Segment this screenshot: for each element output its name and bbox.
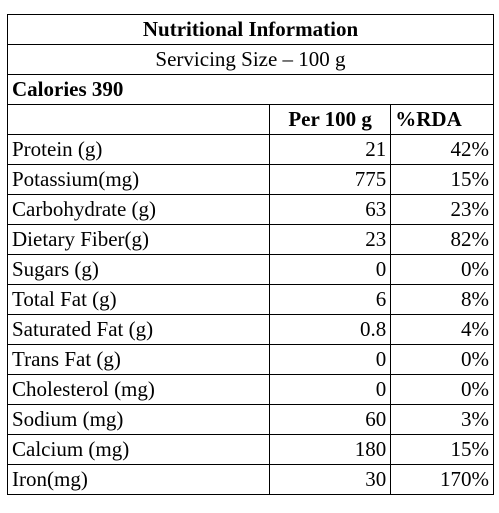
nutrient-rda: 0% [390,344,494,375]
table-row: Saturated Fat (g) 0.8 4% [7,314,494,345]
nutrient-per-100g: 63 [268,194,392,225]
nutrient-per-100g: 775 [268,164,392,195]
nutrient-name: Sodium (mg) [7,404,270,435]
table-row: Carbohydrate (g) 63 23% [7,194,494,225]
nutrient-rda: 82% [390,224,494,255]
calories-row: Calories 390 [7,74,494,105]
nutrient-name: Protein (g) [7,134,270,165]
nutrient-rda: 15% [390,434,494,465]
nutrient-name: Saturated Fat (g) [7,314,270,345]
nutrient-per-100g: 60 [268,404,392,435]
nutrient-rda: 42% [390,134,494,165]
header-rda: %RDA [390,104,494,135]
nutrient-name: Dietary Fiber(g) [7,224,270,255]
nutrient-name: Iron(mg) [7,464,270,495]
nutrient-per-100g: 180 [268,434,392,465]
header-per-100g: Per 100 g [268,104,392,135]
calories-label: Calories 390 [7,74,494,105]
nutrient-per-100g: 23 [268,224,392,255]
table-row: Sodium (mg) 60 3% [7,404,494,435]
nutrient-per-100g: 0 [268,344,392,375]
nutrient-name: Trans Fat (g) [7,344,270,375]
table-row: Sugars (g) 0 0% [7,254,494,285]
table-title: Nutritional Information [7,14,494,45]
nutrient-rda: 0% [390,374,494,405]
column-header-row: Per 100 g %RDA [7,104,494,135]
nutrient-name: Calcium (mg) [7,434,270,465]
serving-size: Servicing Size – 100 g [7,44,494,75]
table-row: Protein (g) 21 42% [7,134,494,165]
table-row: Cholesterol (mg) 0 0% [7,374,494,405]
nutrient-per-100g: 0 [268,254,392,285]
title-row: Nutritional Information [7,14,494,45]
nutrition-table: Nutritional Information Servicing Size –… [7,14,494,495]
nutrient-rda: 4% [390,314,494,345]
nutrient-rda: 8% [390,284,494,315]
nutrient-per-100g: 30 [268,464,392,495]
table-row: Calcium (mg) 180 15% [7,434,494,465]
nutrient-rda: 3% [390,404,494,435]
nutrient-rda: 23% [390,194,494,225]
nutrient-per-100g: 0 [268,374,392,405]
table-row: Iron(mg) 30 170% [7,464,494,495]
nutrient-name: Cholesterol (mg) [7,374,270,405]
nutrient-per-100g: 0.8 [268,314,392,345]
nutrient-name: Potassium(mg) [7,164,270,195]
nutrient-rda: 15% [390,164,494,195]
nutrient-per-100g: 21 [268,134,392,165]
nutrient-rda: 170% [390,464,494,495]
table-row: Dietary Fiber(g) 23 82% [7,224,494,255]
serving-row: Servicing Size – 100 g [7,44,494,75]
nutrient-per-100g: 6 [268,284,392,315]
nutrient-name: Sugars (g) [7,254,270,285]
nutrient-name: Total Fat (g) [7,284,270,315]
nutrient-name: Carbohydrate (g) [7,194,270,225]
nutrient-rda: 0% [390,254,494,285]
table-row: Potassium(mg) 775 15% [7,164,494,195]
table-row: Trans Fat (g) 0 0% [7,344,494,375]
table-row: Total Fat (g) 6 8% [7,284,494,315]
header-nutrient [7,104,270,135]
